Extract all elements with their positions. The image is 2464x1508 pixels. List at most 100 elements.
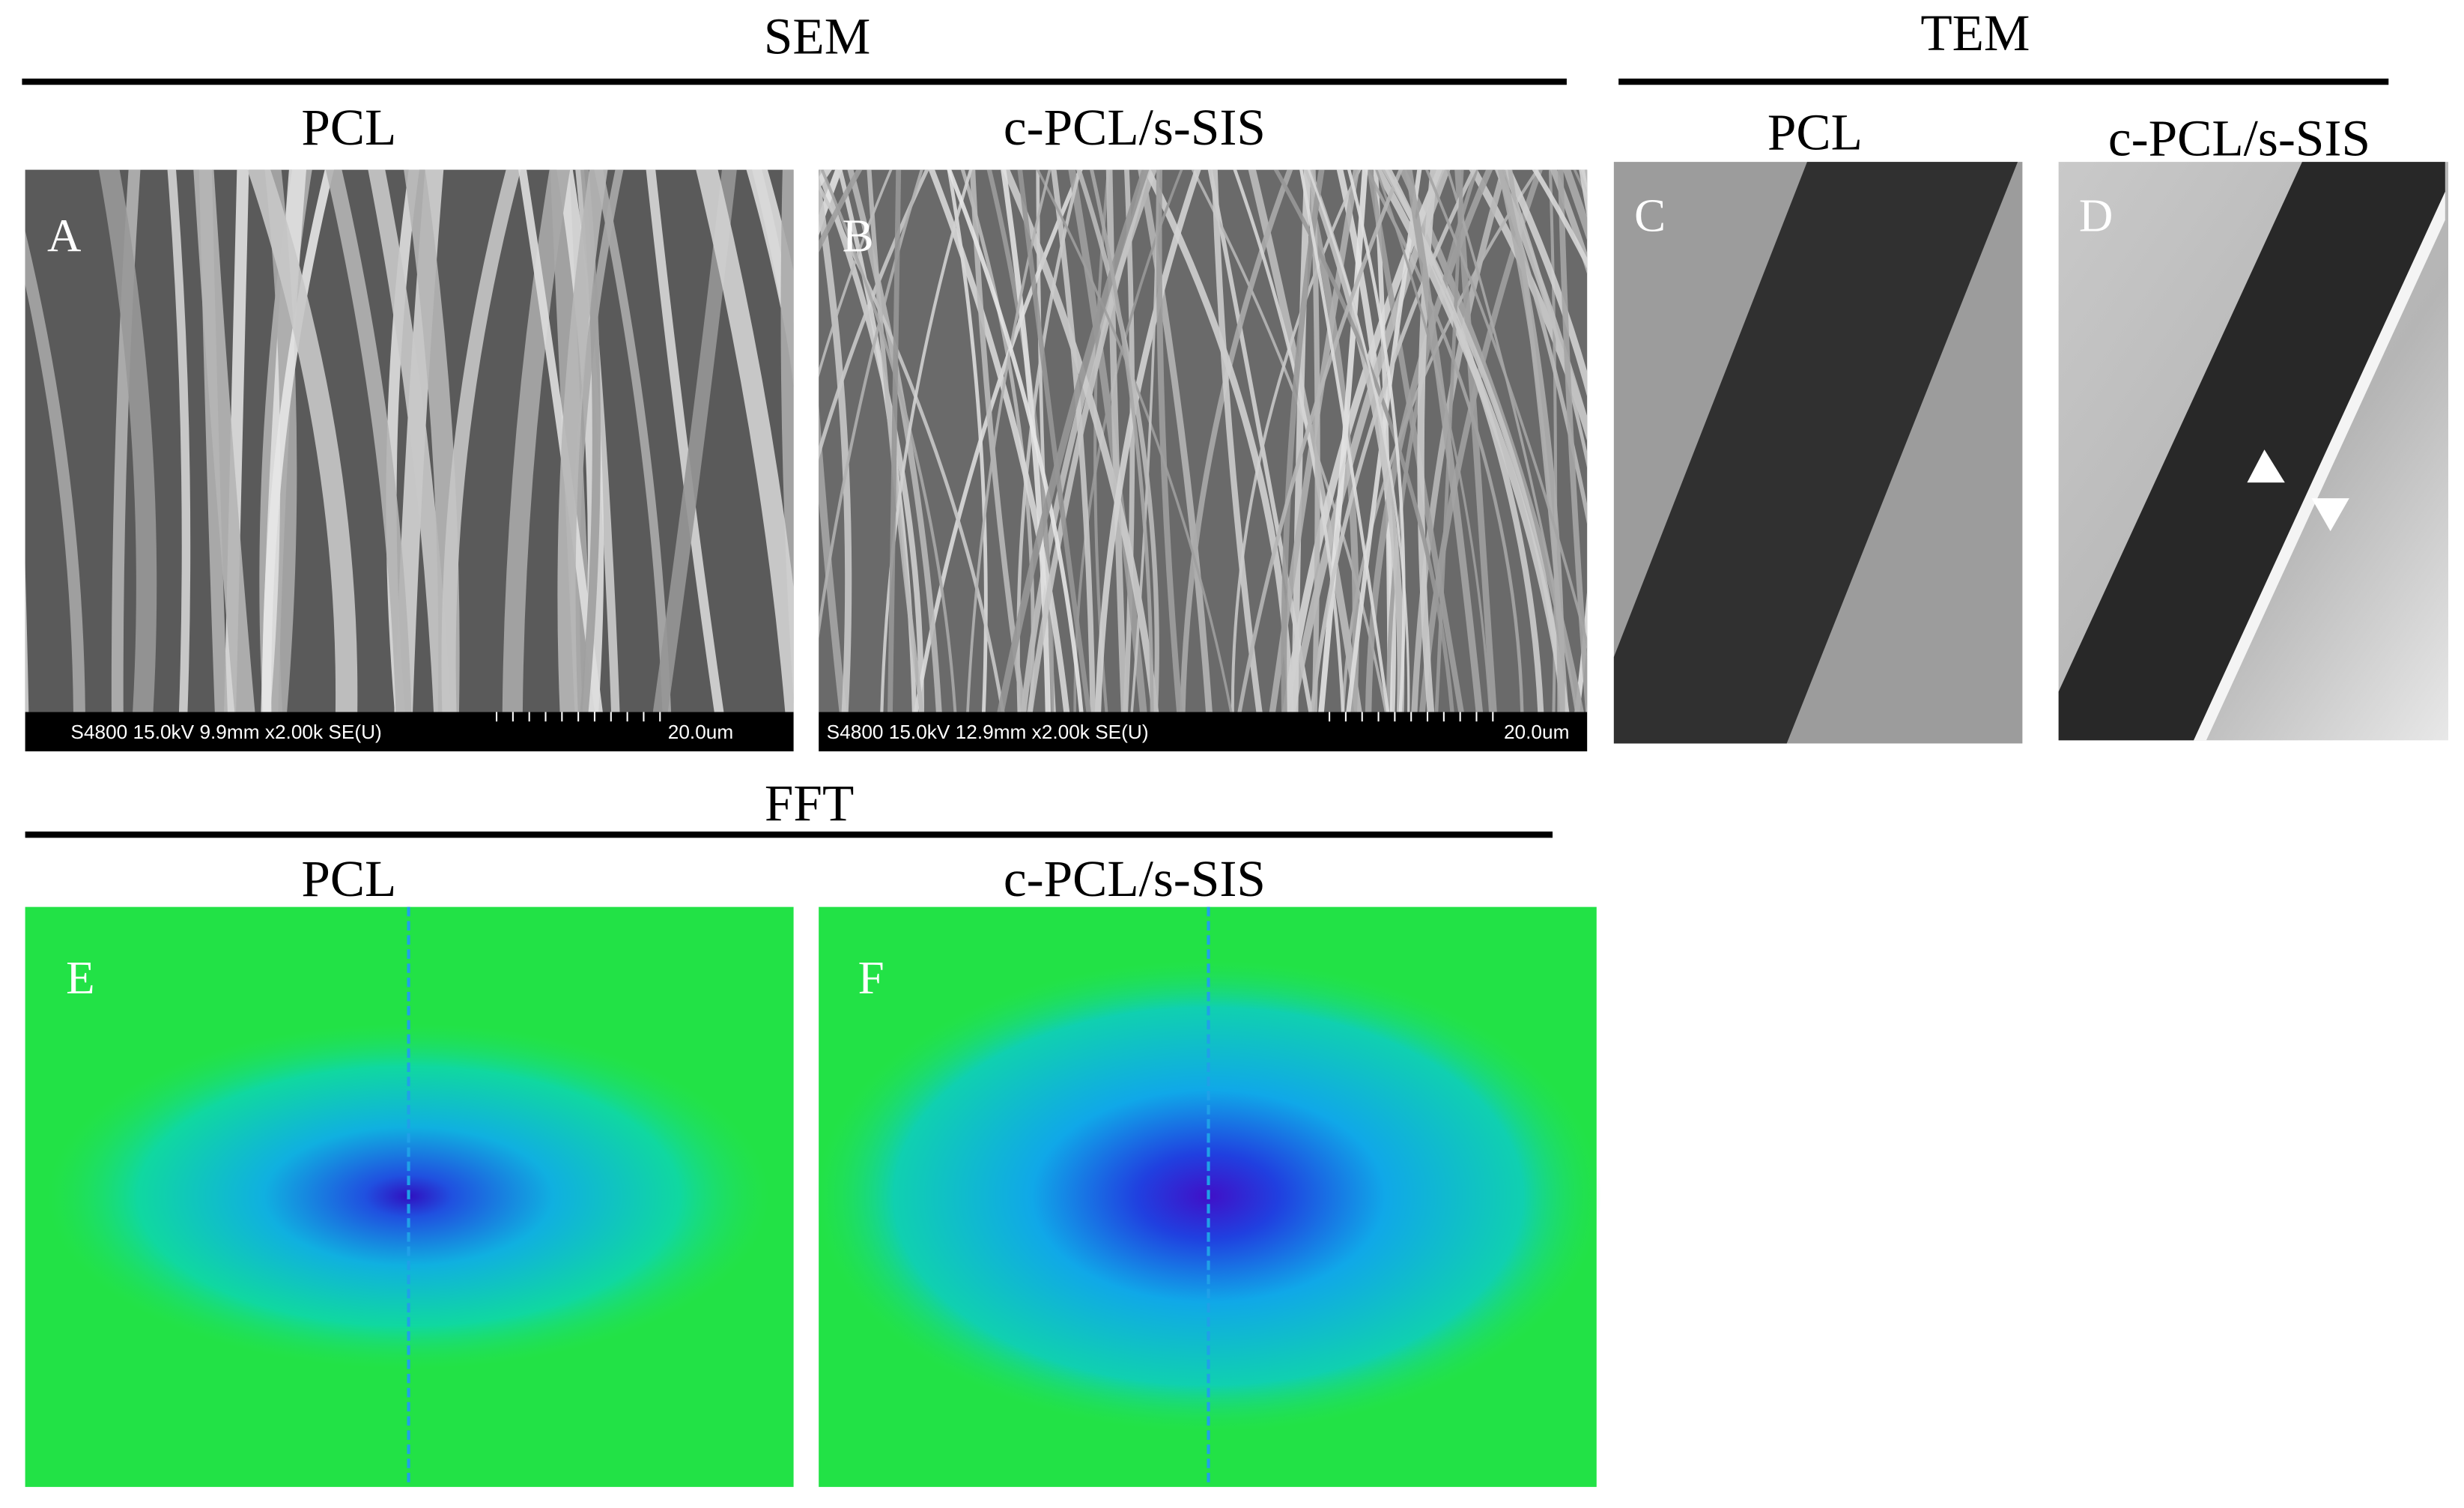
fiber <box>2058 162 2445 741</box>
fiber <box>1347 169 1406 712</box>
fiber <box>247 169 358 712</box>
panel-title: PCL <box>1767 103 1863 160</box>
fiber <box>1299 169 1390 712</box>
fiber <box>867 169 924 712</box>
fiber <box>1375 169 1492 712</box>
fiber <box>1469 169 1588 441</box>
panel-letter: F <box>858 951 884 1004</box>
fiber <box>819 169 863 253</box>
fiber <box>167 169 191 712</box>
fiber <box>1233 169 1345 712</box>
fiber <box>819 169 820 184</box>
panel-title: PCL <box>301 98 396 156</box>
arrow <box>2247 449 2285 483</box>
fiber <box>746 169 794 378</box>
info-bar <box>819 712 1588 751</box>
fiber <box>820 169 957 712</box>
panel-letter: B <box>843 210 874 262</box>
fiber <box>1017 169 1092 712</box>
fiber <box>1318 169 1368 712</box>
fiber <box>696 169 794 712</box>
scale-ticks <box>495 712 1494 722</box>
fiber <box>441 169 521 712</box>
panel-title: c-PCL/s-SIS <box>1004 850 1266 907</box>
panel-title: PCL <box>301 850 396 907</box>
fiber <box>325 169 412 712</box>
fiber <box>1613 162 2018 744</box>
panel-title: c-PCL/s-SIS <box>1004 98 1266 156</box>
scale-text: 20.0um <box>1504 721 1569 743</box>
fiber <box>1138 169 1213 712</box>
fiber <box>1365 169 1493 712</box>
fiber <box>960 169 1035 712</box>
fiber <box>1365 169 1524 712</box>
fiber <box>1090 169 1154 712</box>
fiber <box>1557 169 1588 712</box>
fiber <box>193 169 255 712</box>
fiber <box>1494 169 1588 439</box>
fiber <box>25 231 85 712</box>
section-title: TEM <box>1920 4 2030 61</box>
fiber <box>368 169 451 712</box>
sem-fibers <box>25 169 794 712</box>
panel-letter: C <box>1634 189 1666 241</box>
section-title: FFT <box>765 774 854 832</box>
fiber <box>819 169 893 378</box>
info-bar <box>25 712 794 751</box>
fiber <box>1586 702 1588 712</box>
fiber <box>819 169 923 641</box>
panel-letter: A <box>47 210 81 262</box>
fiber <box>1310 169 1477 712</box>
fiber <box>1374 169 1570 712</box>
fiber <box>819 402 847 712</box>
fiber <box>928 169 1070 712</box>
fiber <box>98 169 157 712</box>
fiber <box>1304 169 1405 712</box>
fiber <box>1405 169 1484 712</box>
panel-letter: E <box>66 951 94 1004</box>
info-text: S4800 15.0kV 9.9mm x2.00k SE(U) <box>70 721 381 743</box>
fiber <box>502 169 571 712</box>
fiber <box>1094 169 1201 712</box>
fiber <box>1550 169 1588 275</box>
fiber <box>1417 169 1438 712</box>
fiber <box>557 169 608 712</box>
fiber <box>1237 169 1404 712</box>
sem-fibers <box>819 169 1588 712</box>
fiber <box>1105 169 1128 712</box>
fiber <box>1497 169 1565 712</box>
section-title: SEM <box>764 7 870 64</box>
fiber <box>887 169 902 712</box>
fiber <box>25 565 29 712</box>
fiber <box>966 169 1052 712</box>
fiber <box>1532 169 1588 269</box>
scale-text: 20.0um <box>668 721 733 743</box>
fiber <box>1307 169 1410 712</box>
fiber <box>1180 169 1293 712</box>
fiber <box>1027 169 1150 712</box>
fiber <box>1503 169 1588 469</box>
fiber <box>646 169 724 712</box>
panel-title: c-PCL/s-SIS <box>2108 109 2370 167</box>
fiber <box>1036 169 1233 712</box>
fiber <box>1367 169 1464 712</box>
fiber <box>1211 169 1263 712</box>
fiber <box>997 169 1150 712</box>
fiber <box>262 169 334 712</box>
fiber <box>1504 169 1588 397</box>
fiber <box>1076 169 1159 712</box>
panel-letter: D <box>2079 189 2113 241</box>
fiber <box>947 169 1084 712</box>
fiber <box>1156 169 1183 712</box>
arrow <box>2311 498 2349 532</box>
fiber <box>571 169 624 712</box>
info-text: S4800 15.0kV 12.9mm x2.00k SE(U) <box>827 721 1149 743</box>
fiber <box>780 169 794 700</box>
fiber <box>819 182 1005 712</box>
fiber <box>880 169 973 712</box>
fiber <box>1291 169 1311 712</box>
fiber <box>1411 169 1508 712</box>
fiber <box>1424 169 1588 649</box>
